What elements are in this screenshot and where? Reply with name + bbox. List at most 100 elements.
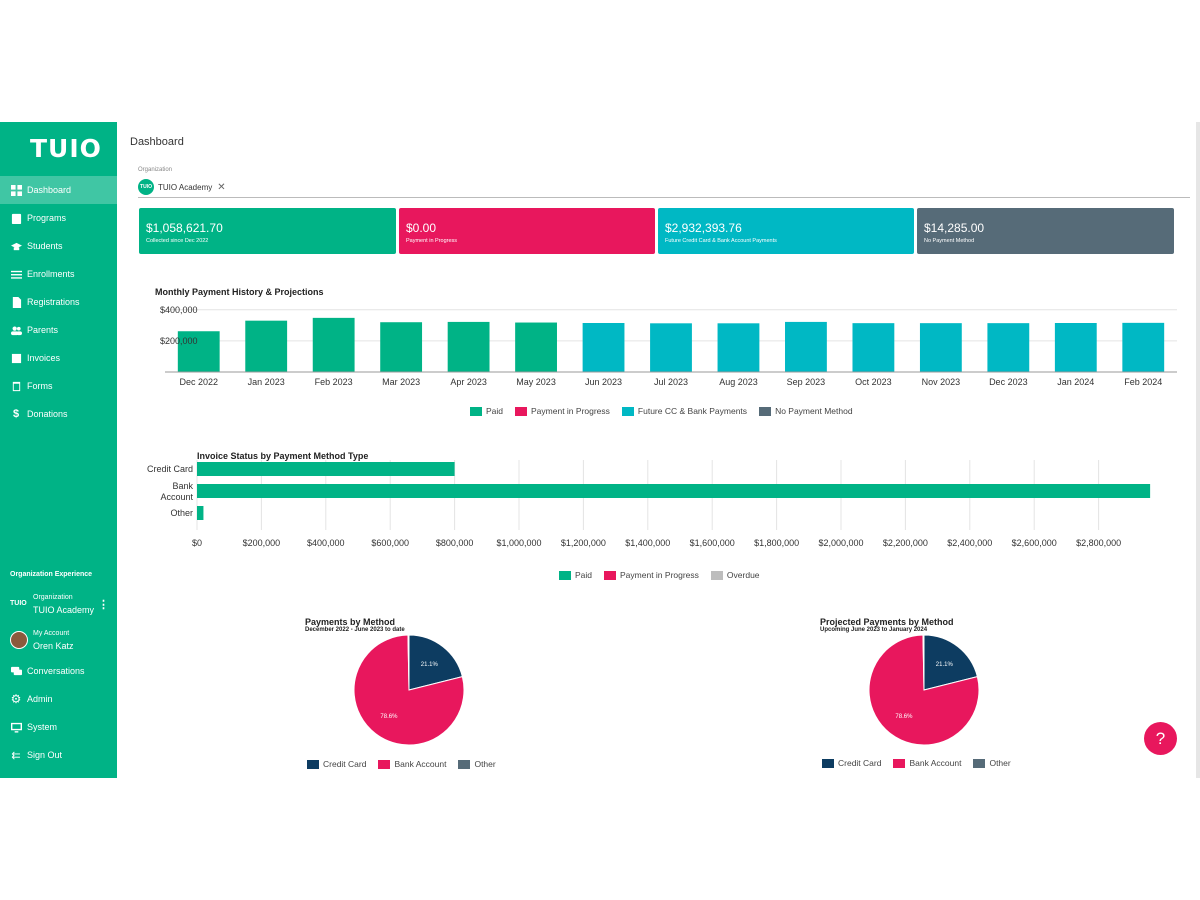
sidebar-item-label: Parents — [27, 325, 59, 335]
bar — [919, 323, 962, 372]
my-account[interactable]: My Account Oren Katz — [0, 626, 117, 658]
org-switcher[interactable]: TUIO Organization TUIO Academy ⋮ — [0, 590, 117, 622]
bar — [177, 331, 220, 372]
more-vert-icon[interactable]: ⋮ — [98, 599, 109, 611]
x-tick-label: Jan 2023 — [248, 377, 285, 387]
graduation-cap-icon — [10, 240, 22, 252]
legend-item[interactable]: Payment in Progress — [515, 406, 610, 416]
sidebar-item-label: Invoices — [27, 353, 61, 363]
pie2-title: Projected Payments by Method — [820, 617, 954, 627]
legend-label: Other — [989, 758, 1011, 768]
legend-label: Bank Account — [394, 759, 447, 769]
scrollbar[interactable] — [1196, 122, 1200, 778]
sidebar-item-conversations[interactable]: Conversations — [0, 657, 117, 685]
legend-item[interactable]: Bank Account — [893, 758, 961, 768]
sidebar-item-donations[interactable]: $ Donations — [0, 400, 117, 428]
org-logo: TUIO — [10, 600, 27, 607]
sidebar-item-forms[interactable]: Forms — [0, 372, 117, 400]
legend-item[interactable]: Overdue — [710, 570, 760, 580]
monthly-chart-title: Monthly Payment History & Projections — [155, 287, 324, 297]
pie2-subtitle: Upcoming June 2023 to January 2024 — [820, 627, 928, 633]
sidebar-item-programs[interactable]: Programs — [0, 204, 117, 232]
help-button[interactable]: ? — [1144, 722, 1177, 755]
sidebar-item-admin[interactable]: ⚙ Admin — [0, 685, 117, 713]
sidebar-item-dashboard[interactable]: Dashboard — [0, 176, 117, 204]
invoice-chart-title: Invoice Status by Payment Method Type — [197, 451, 369, 461]
legend-item[interactable]: Other — [973, 758, 1011, 768]
sidebar-item-label: Sign Out — [27, 750, 63, 760]
legend-item[interactable]: No Payment Method — [759, 406, 853, 416]
dashboard-icon — [10, 184, 22, 196]
x-tick-label: $1,400,000 — [625, 538, 670, 548]
monitor-icon — [10, 721, 22, 733]
legend-label: Future CC & Bank Payments — [637, 406, 748, 416]
invoice-icon — [10, 352, 22, 364]
monthly-chart-legend: Paid Payment in Progress Future CC & Bank … — [470, 406, 865, 416]
legend-label: Bank Account — [909, 758, 962, 768]
legend-item[interactable]: Other — [458, 759, 496, 769]
pie-slice — [408, 634, 463, 691]
x-tick-label: $600,000 — [371, 538, 409, 548]
legend-item[interactable]: Credit Card — [307, 759, 366, 769]
stat-card-collected: $1,058,621.70 Collected since Dec 2022 — [139, 208, 396, 254]
legend-item[interactable]: Credit Card — [822, 758, 881, 768]
pie-slice — [923, 634, 978, 691]
legend-item[interactable]: Future CC & Bank Payments — [621, 406, 748, 416]
bar — [1122, 322, 1165, 372]
org-chip[interactable]: TUIO TUIO Academy ✕ — [138, 179, 226, 195]
stat-value: $0.00 — [406, 221, 437, 235]
x-tick-label: $2,000,000 — [818, 538, 863, 548]
bar — [852, 323, 895, 372]
x-tick-label: Dec 2023 — [989, 377, 1028, 387]
org-experience-label: Organization Experience — [10, 571, 93, 578]
legend-label: Paid — [486, 406, 504, 416]
stat-caption: No Payment Method — [924, 238, 975, 244]
projected-payments-pie: 21.1% 78.6% — [868, 634, 980, 746]
dollar-icon: $ — [12, 408, 20, 420]
bar — [197, 462, 455, 476]
pie-label: 21.1% — [421, 662, 439, 668]
pie-slice — [922, 634, 925, 691]
x-tick-label: $0 — [192, 538, 202, 548]
stat-value: $14,285.00 — [924, 221, 985, 235]
x-tick-label: Jul 2023 — [654, 377, 688, 387]
sidebar-item-enrollments[interactable]: Enrollments — [0, 260, 117, 288]
invoice-status-chart: $0 $200,000 $400,000 $600,000 $800,000 $1,000… — [147, 460, 1151, 548]
x-tick-label: Mar 2023 — [382, 377, 420, 387]
legend-label: Credit Card — [838, 758, 882, 768]
bar — [312, 317, 355, 372]
sidebar-item-label: Donations — [27, 409, 68, 419]
sidebar-item-registrations[interactable]: Registrations — [0, 288, 117, 316]
legend-label: Other — [474, 759, 496, 769]
x-tick-label: Feb 2024 — [1124, 377, 1162, 387]
bar — [380, 322, 423, 372]
sidebar-item-label: Enrollments — [27, 269, 75, 279]
legend-item[interactable]: Paid — [559, 570, 592, 580]
sidebar-item-sign-out[interactable]: ⇇ Sign Out — [0, 741, 117, 769]
pie1-legend: Credit Card Bank Account Other — [307, 759, 508, 769]
legend-label: Payment in Progress — [531, 406, 610, 416]
sidebar-item-system[interactable]: System — [0, 713, 117, 741]
org-chip-logo: TUIO — [138, 179, 154, 195]
x-tick-label: Aug 2023 — [719, 377, 758, 387]
pie-slice — [407, 634, 410, 691]
legend-swatch — [822, 758, 834, 768]
sidebar-item-invoices[interactable]: Invoices — [0, 344, 117, 372]
bar — [582, 323, 625, 372]
sidebar-item-parents[interactable]: Parents — [0, 316, 117, 344]
legend-item[interactable]: Payment in Progress — [604, 570, 699, 580]
tuio-logo[interactable]: TUIO — [30, 134, 102, 163]
sidebar-item-students[interactable]: Students — [0, 232, 117, 260]
sidebar-item-label: Conversations — [27, 666, 85, 676]
legend-item[interactable]: Paid — [470, 406, 503, 416]
close-icon[interactable]: ✕ — [217, 181, 226, 193]
legend-item[interactable]: Bank Account — [378, 759, 446, 769]
stat-caption: Payment in Progress — [406, 238, 458, 244]
stat-card-future: $2,932,393.76 Future Credit Card & Bank … — [658, 208, 914, 254]
bar — [717, 323, 760, 372]
people-icon — [10, 324, 22, 336]
bar — [245, 320, 288, 372]
page-title: Dashboard — [130, 136, 184, 148]
account-name: Oren Katz — [33, 641, 74, 651]
x-tick-label: Nov 2023 — [922, 377, 961, 387]
